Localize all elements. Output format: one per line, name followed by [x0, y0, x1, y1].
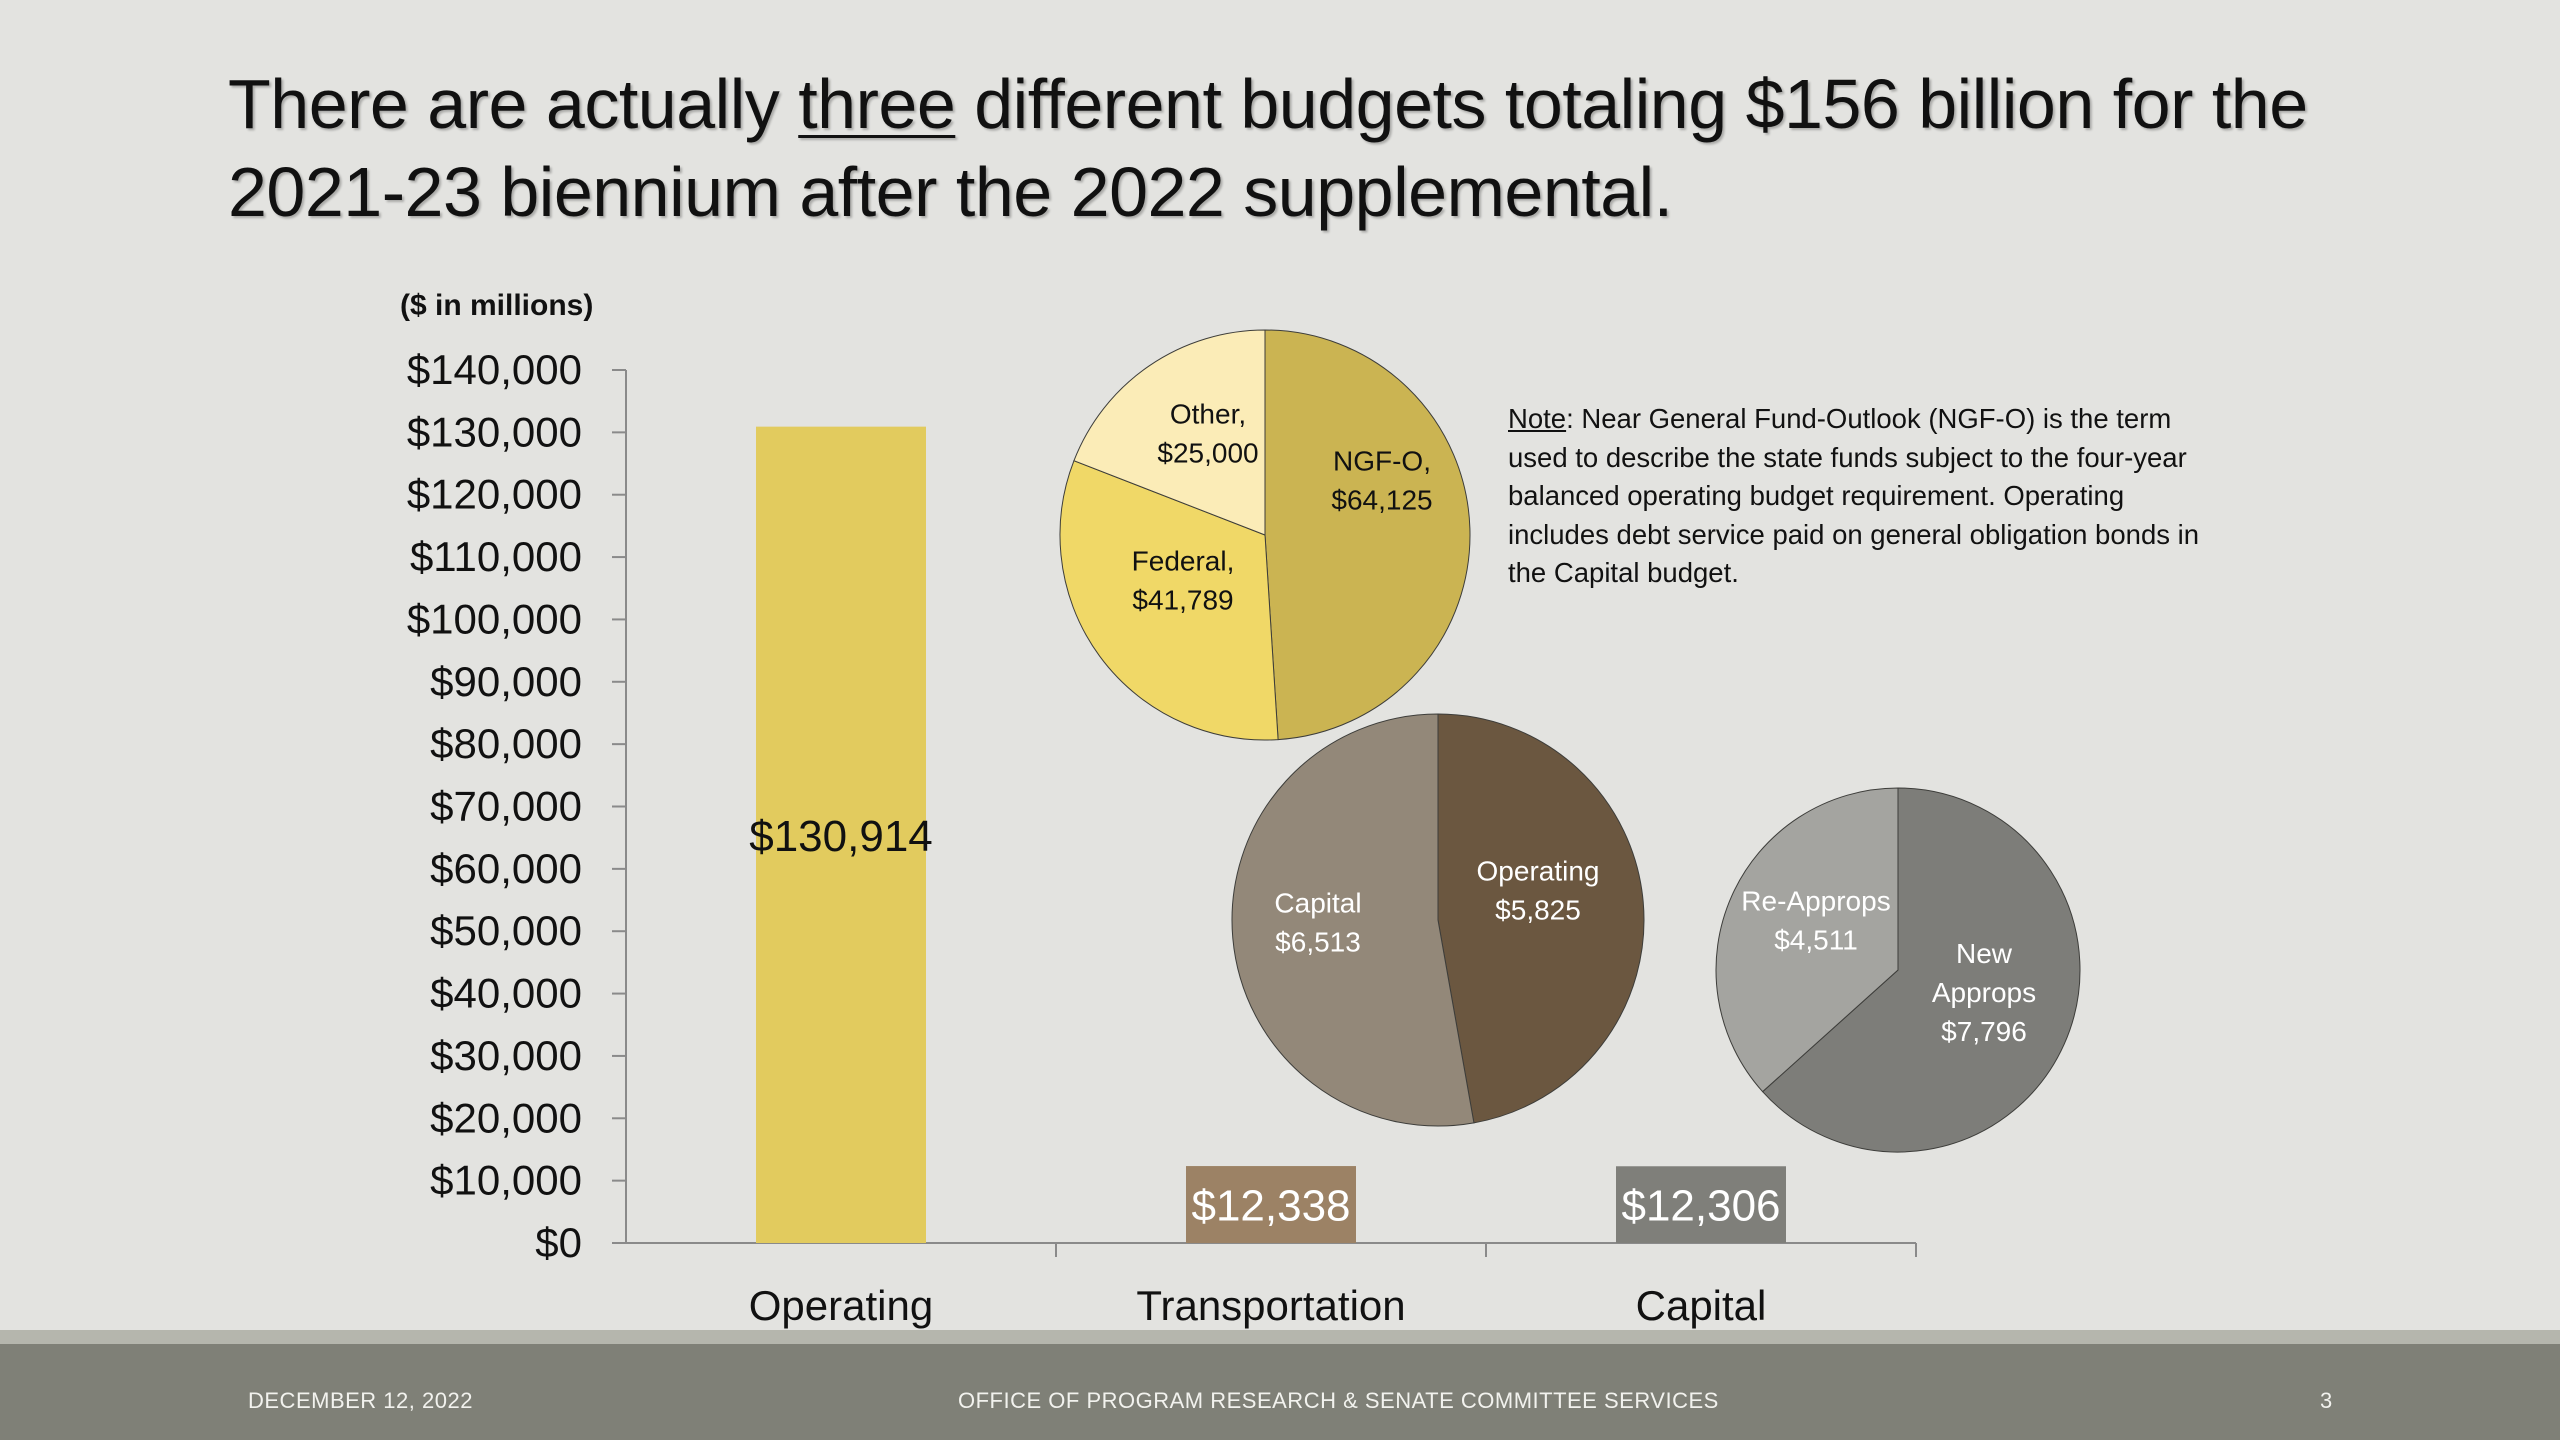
- pie-slice-label: New Approps $7,796: [1932, 938, 2036, 1047]
- pie-label-line: $5,825: [1495, 895, 1581, 926]
- y-tick-label: $120,000: [407, 471, 582, 518]
- pie-slice-label: Operating $5,825: [1477, 856, 1600, 926]
- pie-slice-label: NGF-O, $64,125: [1331, 446, 1432, 516]
- y-tick-label: $110,000: [410, 533, 582, 580]
- note-text: Note: Near General Fund-Outlook (NGF-O) …: [1508, 400, 2208, 593]
- pie-label-line: Approps: [1932, 977, 2036, 1008]
- note-label: Note: [1508, 403, 1567, 434]
- pie-slice-operating: [1437, 713, 1645, 1124]
- bar-value-label: $12,338: [1191, 1182, 1350, 1231]
- footer-organization: OFFICE OF PROGRAM RESEARCH & SENATE COMM…: [958, 1388, 1719, 1413]
- y-tick-label: $40,000: [430, 970, 582, 1017]
- pie-operating: NGF-O, $64,125 Federal, $41,789 Other, $25,00…: [1059, 329, 1471, 741]
- y-tick-label: $60,000: [430, 845, 582, 892]
- bar-value-label: $12,306: [1621, 1182, 1780, 1231]
- pie-label-line: NGF-O,: [1333, 446, 1431, 477]
- pie-label-line: Re-Approps: [1741, 886, 1890, 917]
- y-tick-label: $140,000: [407, 346, 582, 393]
- slide-title: There are actually three different budge…: [228, 60, 2428, 236]
- pie-slice-label: Capital $6,513: [1274, 888, 1361, 958]
- pie-label-line: $6,513: [1275, 927, 1361, 958]
- pie-slice-re-approps: [1715, 787, 1899, 1093]
- y-tick-label: $20,000: [430, 1094, 582, 1141]
- footer: DECEMBER 12, 2022 OFFICE OF PROGRAM RESE…: [0, 1330, 2560, 1440]
- y-tick-label: $130,000: [407, 408, 582, 455]
- y-tick-label: $80,000: [430, 720, 582, 767]
- bar-transportation: [1186, 1166, 1356, 1243]
- pie-slice-label: Re-Approps $4,511: [1741, 886, 1890, 956]
- unit-label: ($ in millions): [400, 289, 593, 322]
- x-category-label: Operating: [749, 1282, 933, 1329]
- title-part-2: different budgets totaling $156 billion …: [228, 65, 2308, 231]
- y-tick-label: $70,000: [430, 783, 582, 830]
- pie-capital: New Approps $7,796 Re-Approps $4,511: [1715, 787, 2081, 1153]
- pie-label-line: New: [1956, 938, 2013, 969]
- pie-label-line: $7,796: [1941, 1016, 2027, 1047]
- pie-label-line: Operating: [1477, 856, 1600, 887]
- pie-slice-label: Federal, $41,789: [1132, 546, 1235, 616]
- pie-slice-label: Other, $25,000: [1157, 399, 1258, 469]
- bar-capital: [1616, 1166, 1786, 1243]
- title-part-1: There are actually: [228, 65, 799, 143]
- pie-label-line: $41,789: [1132, 585, 1233, 616]
- x-category-label: Capital: [1636, 1282, 1767, 1329]
- pie-label-line: Capital: [1274, 888, 1361, 919]
- pie-label-line: $4,511: [1774, 925, 1858, 956]
- pie-label-line: Other,: [1170, 399, 1246, 430]
- y-tick-label: $50,000: [430, 907, 582, 954]
- pie-slice-capital: [1231, 713, 1475, 1127]
- pie-slice-federal: [1059, 460, 1279, 741]
- y-tick-label: $90,000: [430, 658, 582, 705]
- bar-value-label: $130,914: [749, 812, 933, 861]
- footer-date: DECEMBER 12, 2022: [248, 1388, 473, 1413]
- pie-slice-ngf-o: [1264, 329, 1471, 741]
- y-tick-label: $30,000: [430, 1032, 582, 1079]
- title-emphasis: three: [798, 65, 956, 143]
- pie-label-line: Federal,: [1132, 546, 1235, 577]
- pie-slice-new-approps: [1761, 787, 2081, 1153]
- y-tick-label: $10,000: [430, 1157, 582, 1204]
- y-tick-label: $0: [535, 1219, 582, 1266]
- footer-page-number: 3: [2320, 1388, 2333, 1413]
- pie-label-line: $64,125: [1331, 485, 1432, 516]
- pie-transportation: Operating $5,825 Capital $6,513: [1231, 713, 1645, 1127]
- note-body: : Near General Fund-Outlook (NGF-O) is t…: [1508, 403, 2200, 588]
- y-tick-label: $100,000: [407, 595, 582, 642]
- x-category-label: Transportation: [1136, 1282, 1405, 1329]
- pie-label-line: $25,000: [1157, 438, 1258, 469]
- pie-slice-other: [1073, 329, 1266, 536]
- bar-operating: [756, 426, 926, 1243]
